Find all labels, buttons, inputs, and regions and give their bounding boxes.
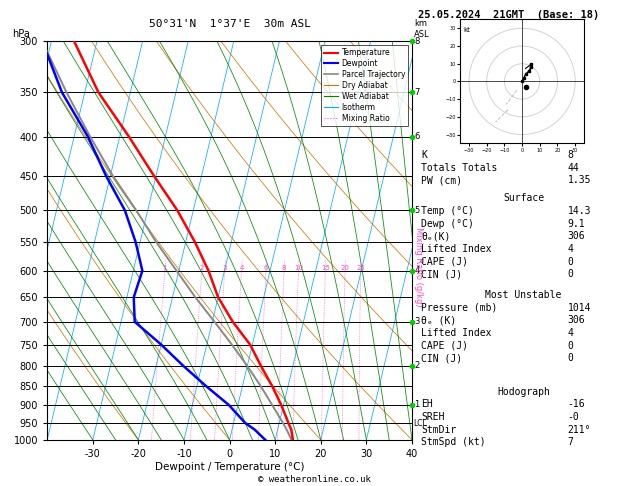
Text: 9.1: 9.1 [568,219,586,229]
Text: 25.05.2024  21GMT  (Base: 18): 25.05.2024 21GMT (Base: 18) [418,10,599,20]
Text: 1: 1 [415,400,420,410]
Text: 6: 6 [264,265,268,272]
Text: 5: 5 [415,206,420,215]
Text: CAPE (J): CAPE (J) [421,341,469,351]
Text: CIN (J): CIN (J) [421,353,462,364]
Text: 15: 15 [321,265,330,272]
Text: 0: 0 [568,353,574,364]
Text: 4: 4 [568,328,574,338]
Text: EH: EH [421,399,433,410]
Text: CAPE (J): CAPE (J) [421,257,469,267]
Text: kt: kt [464,27,470,33]
Text: 1: 1 [163,265,167,272]
Text: 2: 2 [415,362,420,370]
Text: θₑ (K): θₑ (K) [421,315,457,326]
Text: StmDir: StmDir [421,425,457,435]
Text: 8: 8 [568,150,574,160]
Text: Lifted Index: Lifted Index [421,244,492,254]
Text: 25: 25 [356,265,365,272]
Text: Lifted Index: Lifted Index [421,328,492,338]
Text: Pressure (mb): Pressure (mb) [421,303,498,313]
Text: 44: 44 [568,163,579,173]
Text: 7: 7 [415,88,420,97]
Text: © weatheronline.co.uk: © weatheronline.co.uk [258,474,371,484]
Text: Hodograph: Hodograph [497,387,550,397]
Text: -16: -16 [568,399,586,410]
Text: 1.35: 1.35 [568,175,591,186]
Text: PW (cm): PW (cm) [421,175,462,186]
Text: -0: -0 [568,412,579,422]
Text: 10: 10 [294,265,303,272]
Legend: Temperature, Dewpoint, Parcel Trajectory, Dry Adiabat, Wet Adiabat, Isotherm, Mi: Temperature, Dewpoint, Parcel Trajectory… [321,45,408,126]
Text: 8: 8 [415,37,420,46]
Text: 1014: 1014 [568,303,591,313]
Text: 0: 0 [568,269,574,279]
Text: 7: 7 [568,437,574,448]
Text: Mixing Ratio (g/kg): Mixing Ratio (g/kg) [414,227,423,307]
Text: 4: 4 [239,265,243,272]
Text: 2: 2 [199,265,204,272]
Text: km
ASL: km ASL [414,19,430,39]
Text: Surface: Surface [503,193,544,204]
Text: θₑ(K): θₑ(K) [421,231,451,242]
Text: 0: 0 [568,341,574,351]
Text: SREH: SREH [421,412,445,422]
Text: LCL: LCL [413,419,427,428]
Text: 306: 306 [568,231,586,242]
Text: 306: 306 [568,315,586,326]
Text: Totals Totals: Totals Totals [421,163,498,173]
Text: K: K [421,150,427,160]
X-axis label: Dewpoint / Temperature (°C): Dewpoint / Temperature (°C) [155,462,304,471]
Text: 3: 3 [415,317,420,326]
Text: hPa: hPa [13,29,30,39]
Text: CIN (J): CIN (J) [421,269,462,279]
Text: 4: 4 [568,244,574,254]
Text: Temp (°C): Temp (°C) [421,206,474,216]
Text: 8: 8 [282,265,286,272]
Text: Dewp (°C): Dewp (°C) [421,219,474,229]
Text: 6: 6 [415,132,420,141]
Text: 20: 20 [340,265,350,272]
Text: 4: 4 [415,266,420,275]
Text: StmSpd (kt): StmSpd (kt) [421,437,486,448]
Text: 3: 3 [223,265,227,272]
Text: 0: 0 [568,257,574,267]
Text: Most Unstable: Most Unstable [486,290,562,300]
Text: 211°: 211° [568,425,591,435]
Text: 50°31'N  1°37'E  30m ASL: 50°31'N 1°37'E 30m ASL [148,19,311,29]
Text: 14.3: 14.3 [568,206,591,216]
